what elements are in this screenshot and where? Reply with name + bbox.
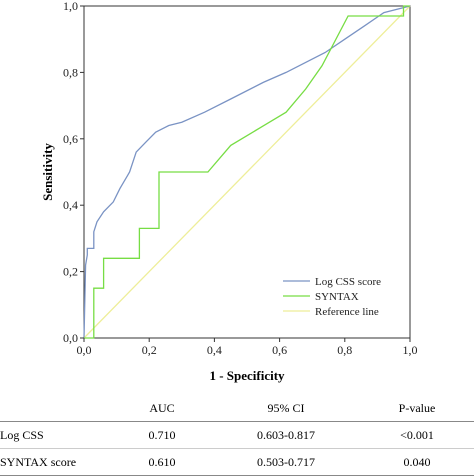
y-tick-label: 0,8 — [63, 65, 78, 79]
y-tick-label: 0,0 — [63, 331, 78, 345]
table-cell: 0.610 — [148, 454, 176, 469]
legend-label-log-css: Log CSS score — [315, 276, 381, 288]
legend-label-reference: Reference line — [315, 306, 379, 318]
x-axis-title: 1 - Specificity — [209, 368, 285, 383]
reference-line-group — [83, 5, 411, 339]
y-ticks: 0,0 0,2 0,4 0,6 0,8 1,0 — [63, 0, 84, 345]
table-cell: 0.710 — [148, 427, 176, 442]
table-row: Log CSS 0.710 0.603-0.817 <0.001 — [0, 422, 474, 449]
y-tick-label: 0,4 — [63, 198, 78, 212]
legend-label-syntax: SYNTAX — [315, 291, 359, 303]
table-cell: <0.001 — [400, 427, 434, 442]
series-line-log-css-score — [83, 5, 411, 339]
table-header-cell: AUC — [149, 400, 175, 415]
table-header-cell — [0, 395, 112, 422]
table-header-row: AUC 95% CI P-value — [0, 395, 474, 422]
series-line-reference-line — [83, 5, 411, 339]
table-row: SYNTAX score 0.610 0.503-0.717 0.040 — [0, 449, 474, 476]
x-tick-label: 1,0 — [403, 343, 418, 357]
x-tick-label: 0,2 — [142, 343, 157, 357]
table-cell: SYNTAX score — [0, 454, 77, 469]
table-cell: 0.503-0.717 — [257, 454, 315, 469]
y-tick-label: 1,0 — [63, 0, 78, 13]
legend: Log CSS score SYNTAX Reference line — [283, 276, 381, 318]
roc-chart: 0,0 0,2 0,4 0,6 0,8 1,0 0,0 0,2 0,4 0,6 0,8 1,0 1 … — [40, 0, 418, 383]
y-tick-label: 0,6 — [63, 132, 78, 146]
series-group — [83, 5, 411, 339]
y-tick-label: 0,2 — [63, 265, 78, 279]
table-header-cell: 95% CI — [267, 400, 305, 415]
table-cell: 0.603-0.817 — [257, 427, 315, 442]
x-ticks: 0,0 0,2 0,4 0,6 0,8 1,0 — [77, 338, 418, 357]
x-tick-label: 0,4 — [207, 343, 222, 357]
table-cell: 0.040 — [403, 454, 431, 469]
x-tick-label: 0,6 — [272, 343, 287, 357]
x-tick-label: 0,0 — [77, 343, 92, 357]
table-cell: Log CSS — [0, 427, 44, 442]
series-line-syntax — [84, 5, 410, 339]
table-header-cell: P-value — [398, 400, 436, 415]
auc-table: AUC 95% CI P-value Log CSS 0.710 0.603-0… — [0, 395, 474, 476]
y-axis-title: Sensitivity — [40, 143, 55, 201]
x-tick-label: 0,8 — [337, 343, 352, 357]
plot-frame — [83, 5, 411, 339]
